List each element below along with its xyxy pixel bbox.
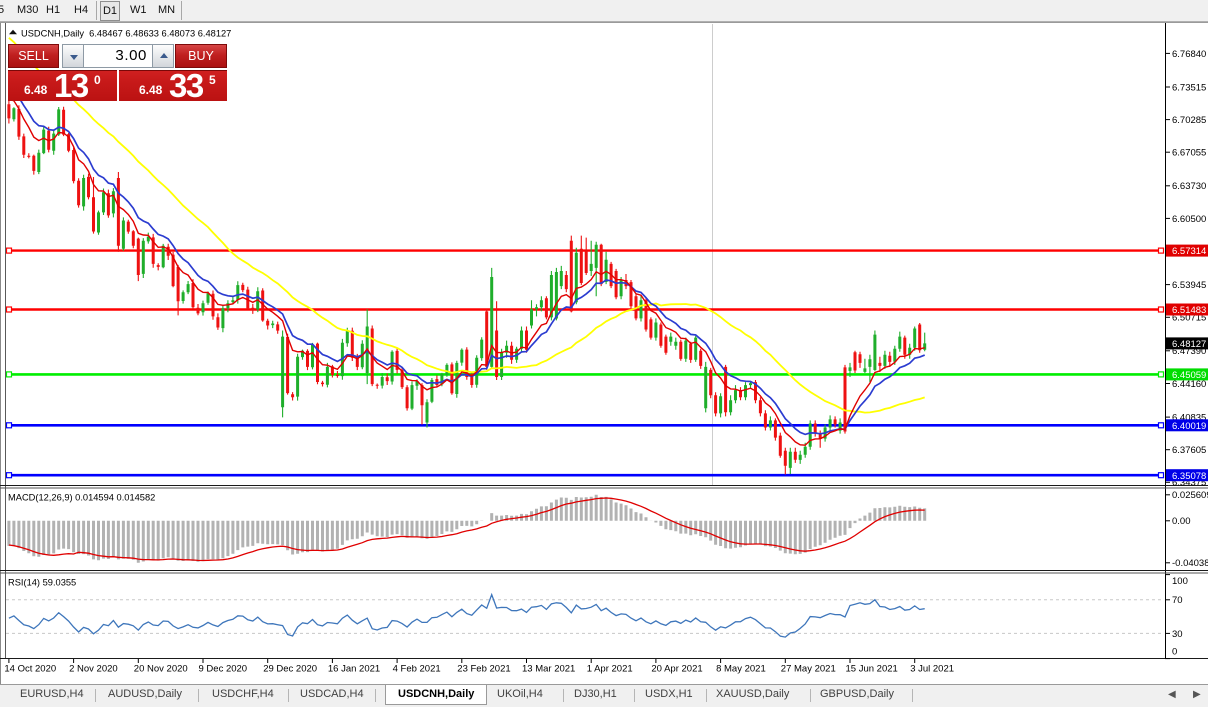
svg-text:23 Feb 2021: 23 Feb 2021 xyxy=(457,664,510,675)
svg-text:6.47390: 6.47390 xyxy=(1172,346,1206,357)
svg-text:6.45059: 6.45059 xyxy=(1172,370,1206,381)
svg-text:29 Dec 2020: 29 Dec 2020 xyxy=(263,664,317,675)
svg-text:15 Jun 2021: 15 Jun 2021 xyxy=(846,664,898,675)
svg-text:27 May 2021: 27 May 2021 xyxy=(781,664,836,675)
svg-text:USDCNH,Daily 6.48467 6.48633: USDCNH,Daily 6.48467 6.48633 6.48073 6.4… xyxy=(21,29,231,39)
svg-text:70: 70 xyxy=(1172,595,1183,606)
svg-text:6.57314: 6.57314 xyxy=(1172,246,1206,257)
svg-text:6.53945: 6.53945 xyxy=(1172,280,1206,291)
svg-text:RSI(14) 59.0355: RSI(14) 59.0355 xyxy=(8,578,76,588)
svg-text:6.60500: 6.60500 xyxy=(1172,214,1206,225)
svg-text:6.76840: 6.76840 xyxy=(1172,49,1206,60)
svg-text:2 Nov 2020: 2 Nov 2020 xyxy=(69,664,118,675)
svg-text:14 Oct 2020: 14 Oct 2020 xyxy=(4,664,56,675)
svg-text:6.50715: 6.50715 xyxy=(1172,313,1206,324)
svg-text:6.40835: 6.40835 xyxy=(1172,413,1206,424)
svg-text:16 Jan 2021: 16 Jan 2021 xyxy=(328,664,380,675)
svg-text:6.37605: 6.37605 xyxy=(1172,445,1206,456)
svg-text:0: 0 xyxy=(1172,647,1177,658)
svg-text:30: 30 xyxy=(1172,629,1183,640)
svg-text:6.51483: 6.51483 xyxy=(1172,305,1206,316)
svg-text:0.025609: 0.025609 xyxy=(1172,490,1208,501)
svg-text:MACD(12,26,9) 0.014594 0.01458: MACD(12,26,9) 0.014594 0.014582 xyxy=(8,493,155,503)
svg-text:6.40019: 6.40019 xyxy=(1172,421,1206,432)
svg-text:6.63730: 6.63730 xyxy=(1172,181,1206,192)
svg-text:8 May 2021: 8 May 2021 xyxy=(716,664,766,675)
svg-text:-0.04038: -0.04038 xyxy=(1172,558,1208,569)
svg-text:9 Dec 2020: 9 Dec 2020 xyxy=(199,664,248,675)
svg-text:0.00: 0.00 xyxy=(1172,516,1191,527)
svg-text:6.73515: 6.73515 xyxy=(1172,82,1206,93)
svg-text:6.44160: 6.44160 xyxy=(1172,379,1206,390)
svg-text:20 Nov 2020: 20 Nov 2020 xyxy=(134,664,188,675)
svg-text:1 Apr 2021: 1 Apr 2021 xyxy=(587,664,633,675)
svg-text:3 Jul 2021: 3 Jul 2021 xyxy=(910,664,954,675)
svg-text:6.70285: 6.70285 xyxy=(1172,115,1206,126)
svg-text:6.34375: 6.34375 xyxy=(1172,478,1206,489)
svg-text:13 Mar 2021: 13 Mar 2021 xyxy=(522,664,575,675)
svg-text:6.35078: 6.35078 xyxy=(1172,471,1206,482)
svg-text:100: 100 xyxy=(1172,576,1188,587)
svg-text:4 Feb 2021: 4 Feb 2021 xyxy=(393,664,441,675)
svg-text:20 Apr 2021: 20 Apr 2021 xyxy=(651,664,702,675)
svg-text:6.67055: 6.67055 xyxy=(1172,148,1206,159)
svg-text:6.48127: 6.48127 xyxy=(1172,339,1206,350)
